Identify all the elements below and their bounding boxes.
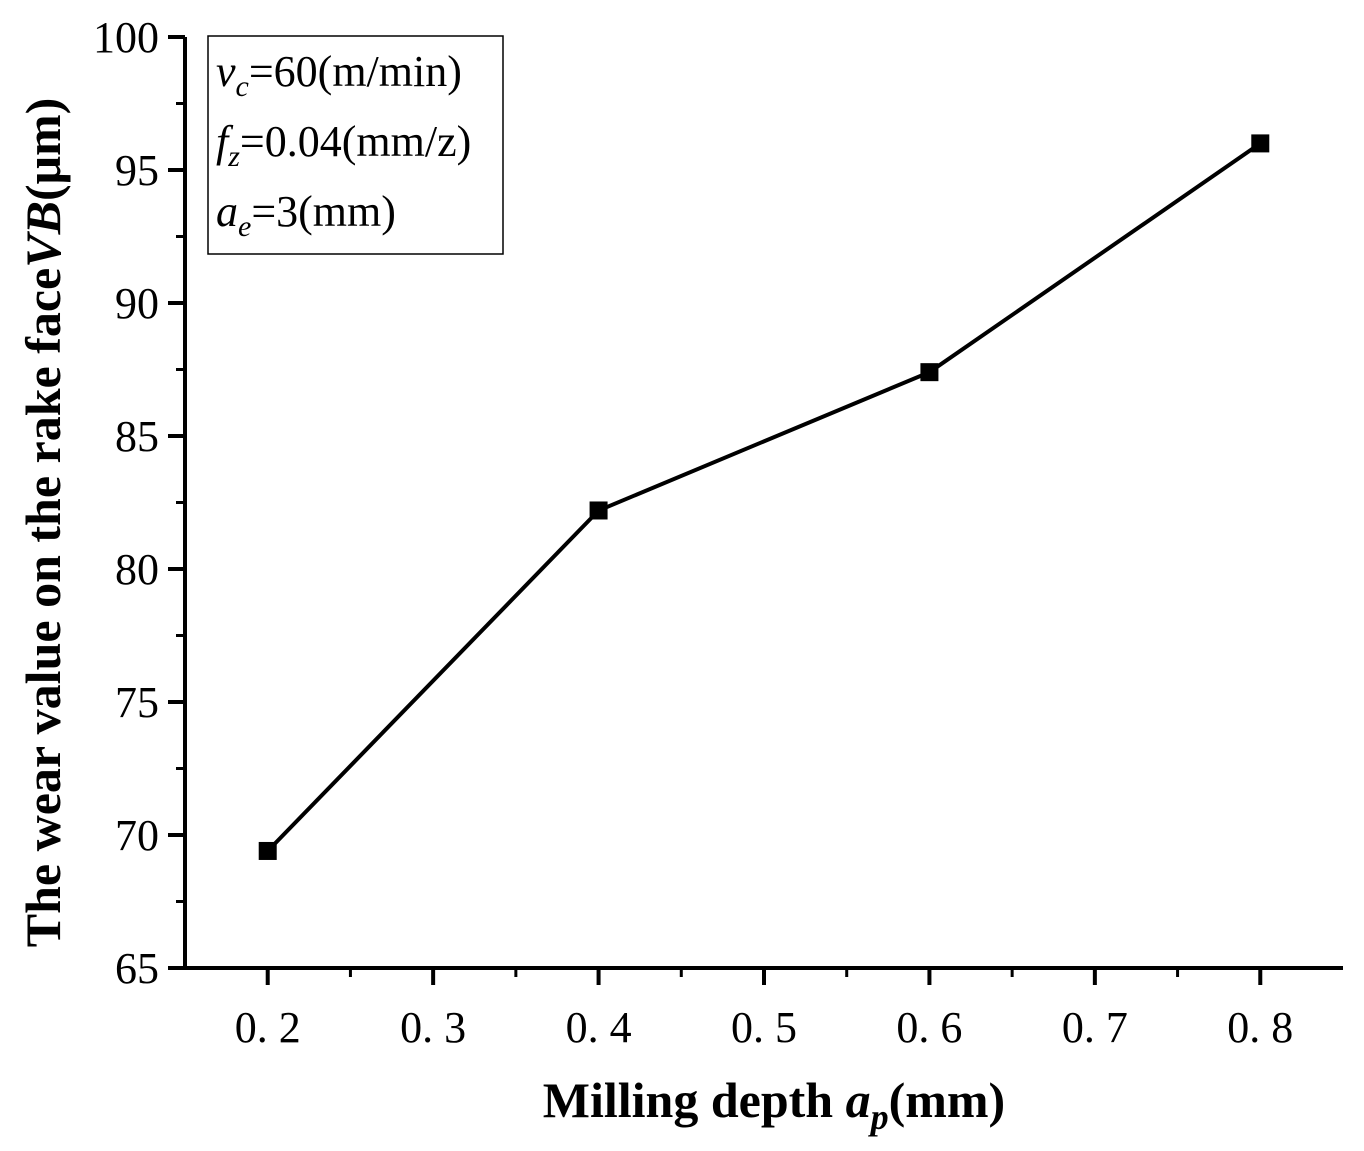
x-tick-label: 0. 7 — [1062, 1003, 1128, 1052]
data-point-marker — [1251, 134, 1270, 153]
y-tick-label: 95 — [115, 146, 159, 195]
series-line — [266, 141, 1262, 853]
annotation-line: ae=3(mm) — [216, 187, 396, 243]
annotation-line: fz=0.04(mm/z) — [216, 117, 471, 173]
x-tick-label: 0. 8 — [1227, 1003, 1293, 1052]
axis-titles: Milling depth ap(mm) The wear value on th… — [15, 98, 1005, 1137]
y-tick-label: 75 — [115, 678, 159, 727]
y-tick-label: 85 — [115, 412, 159, 461]
y-tick-label: 80 — [115, 545, 159, 594]
x-tick-label: 0. 5 — [731, 1003, 797, 1052]
x-tick-label: 0. 3 — [400, 1003, 466, 1052]
annotation-line: vc=60(m/min) — [216, 47, 462, 103]
data-point-marker — [258, 841, 277, 860]
x-tick-label: 0. 2 — [235, 1003, 301, 1052]
series — [258, 134, 1270, 860]
axes: 65 70 75 80 85 90 95 100 0. 2 0. 3 0. 4 0. 5 0. 6 0. … — [93, 13, 1343, 1052]
y-tick-label: 100 — [93, 13, 159, 62]
y-axis-title: The wear value on the rake faceVB(μm) — [15, 98, 71, 948]
x-axis-title: Milling depth ap(mm) — [543, 1072, 1005, 1137]
annotation-box — [207, 35, 504, 255]
y-tick-label: 90 — [115, 279, 159, 328]
parameter-annotation: vc=60(m/min) fz=0.04(mm/z) ae=3(mm) — [207, 35, 504, 255]
data-point-marker — [920, 363, 939, 382]
data-point-marker — [589, 501, 608, 520]
y-tick-label: 65 — [115, 944, 159, 993]
y-tick-label: 70 — [115, 811, 159, 860]
x-tick-label: 0. 6 — [896, 1003, 962, 1052]
x-tick-label: 0. 4 — [566, 1003, 632, 1052]
